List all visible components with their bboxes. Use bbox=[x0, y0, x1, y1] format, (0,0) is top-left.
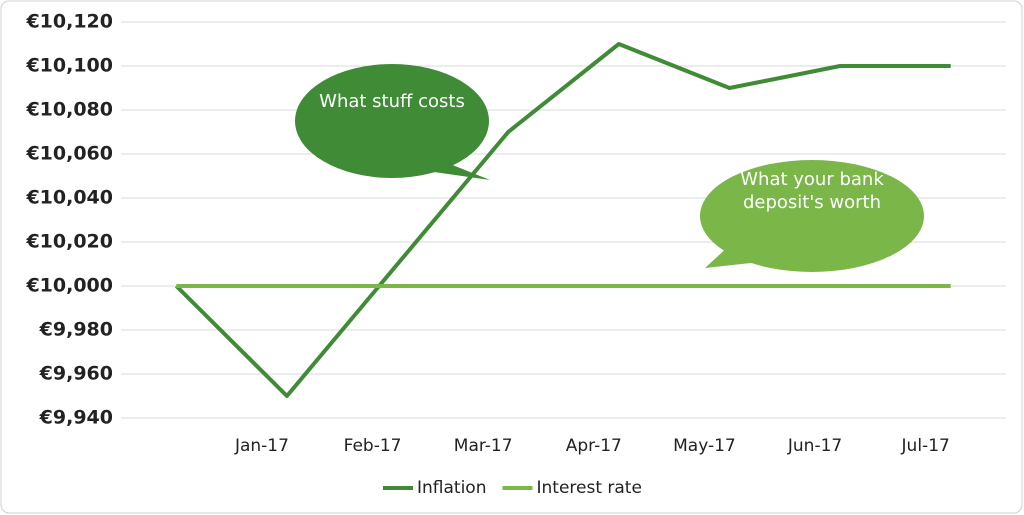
x-tick-label: Apr-17 bbox=[566, 436, 622, 456]
bubble bbox=[295, 64, 489, 178]
x-tick-label: Mar-17 bbox=[454, 436, 513, 456]
y-tick-label: €10,100 bbox=[25, 55, 113, 77]
legend-label: Interest rate bbox=[536, 478, 641, 498]
x-tick-label: Jun-17 bbox=[787, 436, 842, 456]
x-tick-label: Jan-17 bbox=[234, 436, 289, 456]
y-tick-label: €10,040 bbox=[25, 187, 113, 209]
line-series bbox=[174, 42, 951, 398]
legend-label: Inflation bbox=[417, 478, 486, 498]
x-tick-label: Feb-17 bbox=[344, 436, 402, 456]
x-tick-label: Jul-17 bbox=[901, 436, 950, 456]
y-tick-label: €10,120 bbox=[25, 11, 113, 33]
annotation-text: What your bank deposit's worth bbox=[740, 169, 884, 213]
y-tick-label: €10,000 bbox=[25, 275, 113, 297]
x-tick-label: May-17 bbox=[673, 436, 736, 456]
annotation-text: What stuff costs bbox=[319, 91, 465, 112]
y-tick-label: €9,960 bbox=[39, 363, 113, 385]
y-tick-label: €9,940 bbox=[39, 407, 113, 429]
y-tick-label: €10,060 bbox=[25, 143, 113, 165]
y-tick-label: €10,020 bbox=[25, 231, 113, 253]
y-tick-label: €10,080 bbox=[25, 99, 113, 121]
y-tick-label: €9,980 bbox=[39, 319, 113, 341]
bubble bbox=[700, 160, 924, 272]
bubble-tail bbox=[705, 245, 760, 268]
